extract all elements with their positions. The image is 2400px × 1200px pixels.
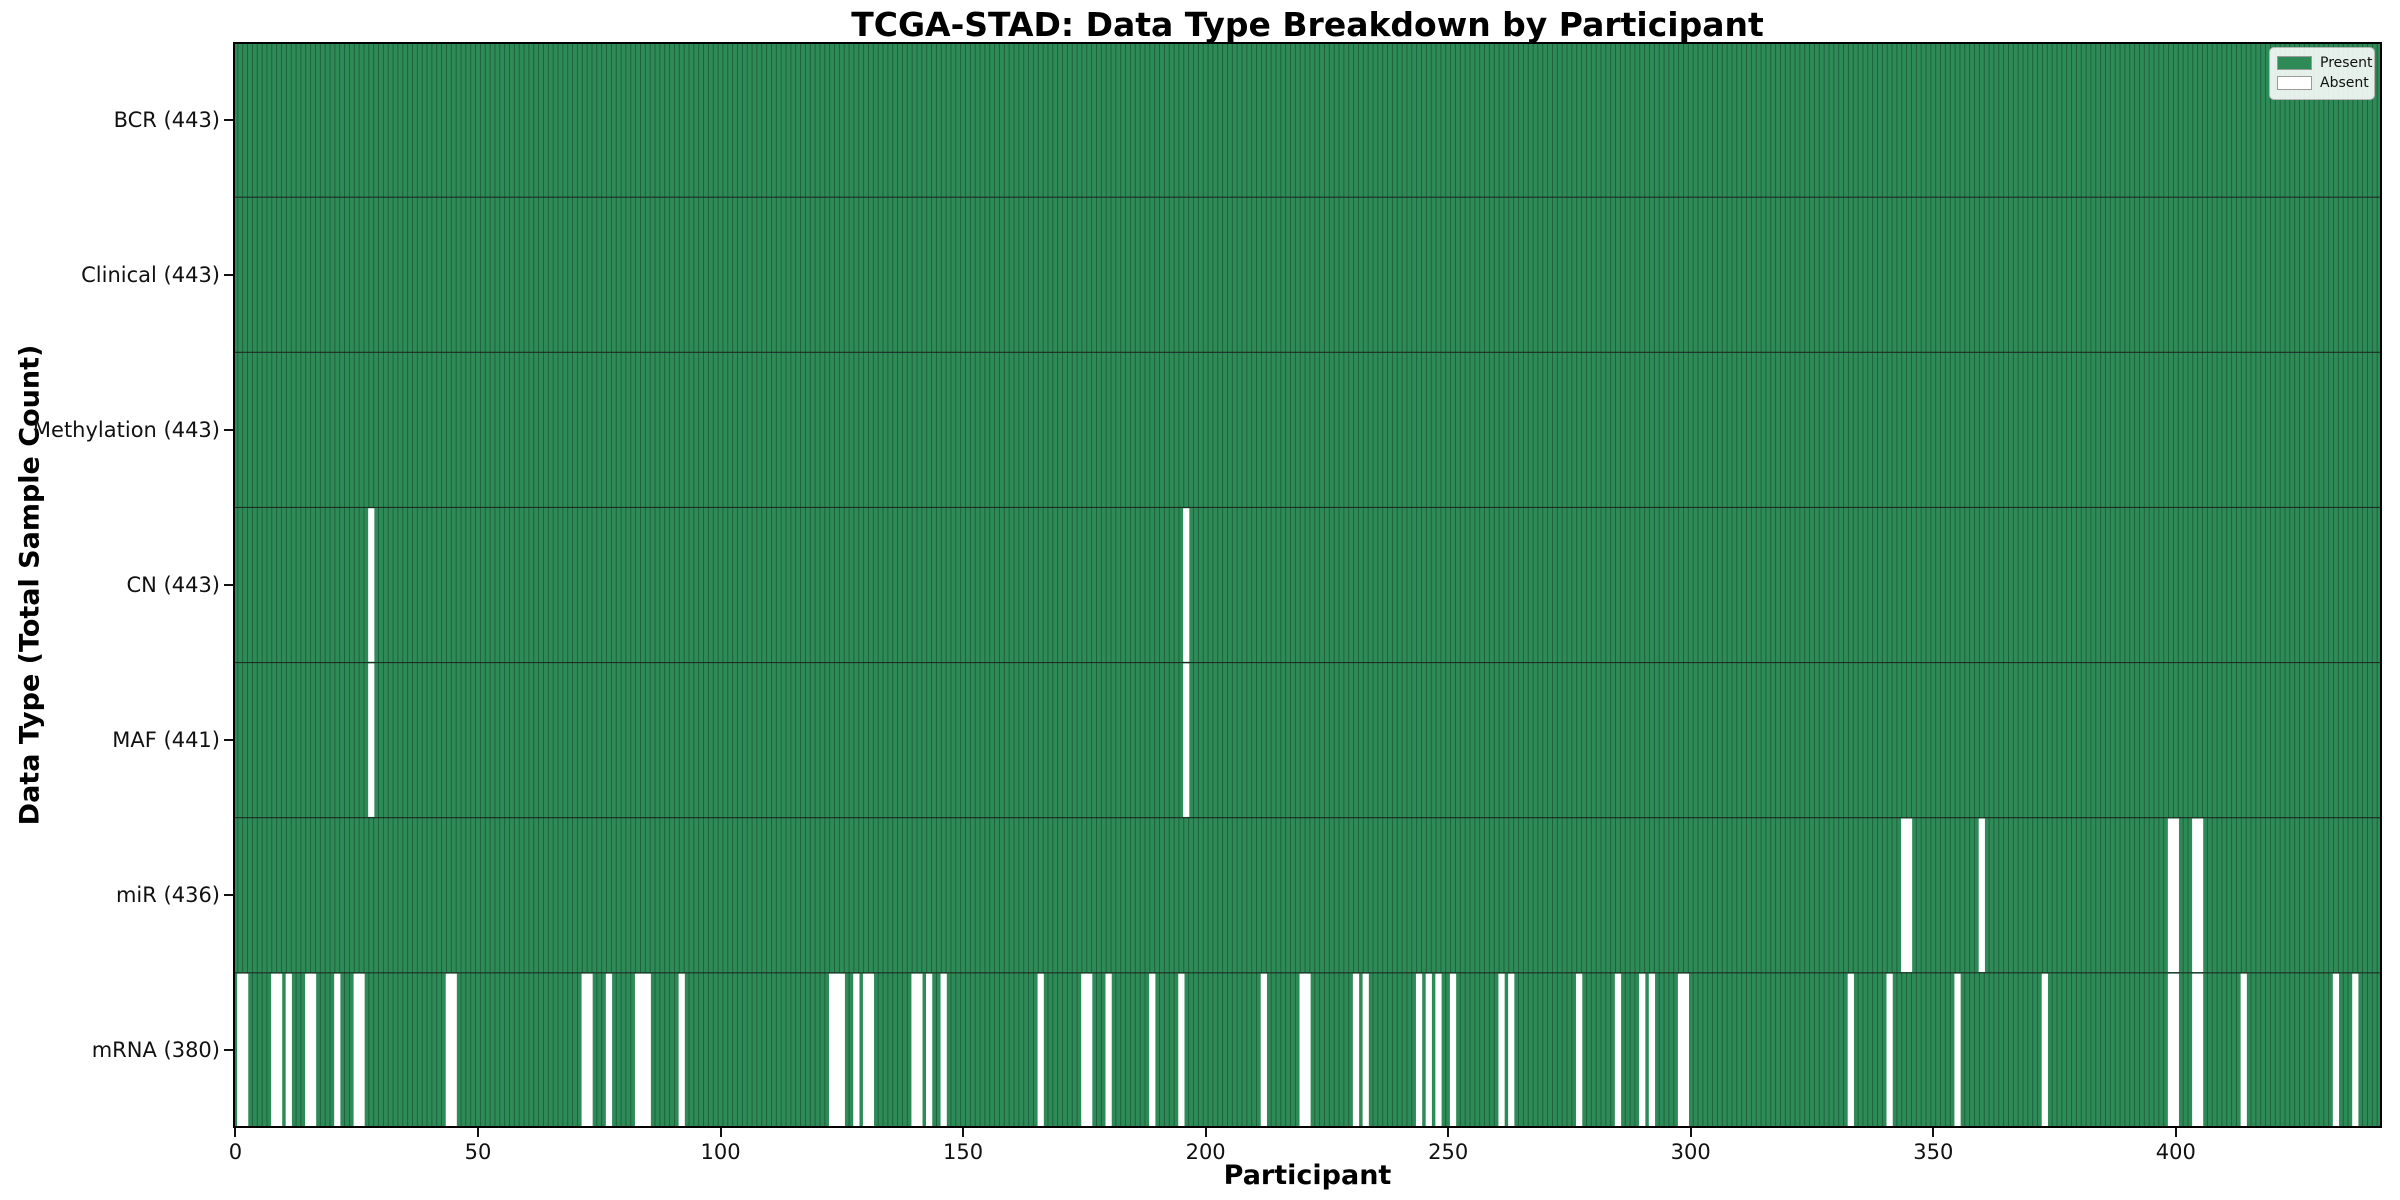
y-tick-mark xyxy=(224,894,233,897)
x-tick-label: 0 xyxy=(228,1140,243,1164)
y-tick-mark xyxy=(224,739,233,742)
chart-title: TCGA-STAD: Data Type Breakdown by Partic… xyxy=(851,5,1764,44)
x-tick-mark xyxy=(1204,1128,1207,1137)
x-tick-label: 300 xyxy=(1670,1140,1711,1164)
y-tick-label: Clinical (443) xyxy=(81,262,220,287)
y-tick-mark xyxy=(224,584,233,586)
x-tick-mark xyxy=(719,1128,722,1137)
x-tick-mark xyxy=(1932,1128,1935,1137)
x-tick-label: 150 xyxy=(943,1140,984,1164)
x-tick-label: 100 xyxy=(700,1140,741,1164)
x-tick-mark xyxy=(476,1128,479,1137)
y-tick-label: Methylation (443) xyxy=(32,417,220,442)
legend-entry-present: Present xyxy=(2277,53,2373,73)
legend-absent-label: Absent xyxy=(2320,75,2369,91)
x-tick-mark xyxy=(1447,1128,1450,1137)
y-tick-label: mRNA (380) xyxy=(91,1038,220,1063)
x-axis-label: Participant xyxy=(1223,1160,1392,1191)
legend-entry-absent: Absent xyxy=(2277,73,2369,93)
x-tick-mark xyxy=(234,1128,237,1137)
x-tick-label: 200 xyxy=(1185,1140,1226,1164)
x-tick-mark xyxy=(962,1128,965,1137)
legend: Present Absent xyxy=(2269,47,2375,100)
x-tick-label: 250 xyxy=(1428,1140,1469,1164)
y-tick-mark xyxy=(224,118,233,121)
x-tick-mark xyxy=(2174,1128,2177,1137)
x-tick-label: 350 xyxy=(1913,1140,1954,1164)
legend-absent-swatch xyxy=(2277,76,2312,90)
y-tick-mark xyxy=(224,1049,233,1052)
heatmap-svg xyxy=(233,42,2382,1128)
y-tick-label: BCR (443) xyxy=(113,107,220,132)
y-tick-mark xyxy=(224,273,233,276)
y-tick-label: miR (436) xyxy=(115,883,220,908)
y-tick-label: MAF (441) xyxy=(112,728,220,753)
x-tick-label: 400 xyxy=(2155,1140,2196,1164)
legend-present-swatch xyxy=(2277,56,2312,70)
legend-present-label: Present xyxy=(2320,55,2373,71)
y-tick-label: CN (443) xyxy=(126,573,220,597)
plot-area xyxy=(233,42,2382,1128)
y-tick-mark xyxy=(224,428,233,431)
x-tick-mark xyxy=(1689,1128,1692,1137)
x-tick-label: 50 xyxy=(464,1140,492,1164)
